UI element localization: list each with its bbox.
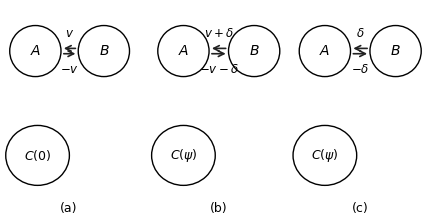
Text: $C(0)$: $C(0)$ bbox=[24, 148, 51, 163]
Text: $-v$: $-v$ bbox=[60, 63, 79, 76]
Text: $-v - \delta$: $-v - \delta$ bbox=[199, 63, 239, 76]
Text: $v$: $v$ bbox=[65, 26, 74, 40]
Ellipse shape bbox=[299, 26, 351, 77]
Text: $B$: $B$ bbox=[390, 44, 401, 58]
Text: $A$: $A$ bbox=[319, 44, 331, 58]
Text: (a): (a) bbox=[60, 202, 77, 215]
Text: $v + \delta$: $v + \delta$ bbox=[204, 26, 234, 40]
Ellipse shape bbox=[78, 26, 130, 77]
Text: $B$: $B$ bbox=[99, 44, 109, 58]
Text: $A$: $A$ bbox=[30, 44, 41, 58]
Ellipse shape bbox=[10, 26, 61, 77]
Ellipse shape bbox=[6, 125, 69, 185]
Text: $-\delta$: $-\delta$ bbox=[351, 63, 370, 76]
Ellipse shape bbox=[158, 26, 209, 77]
Ellipse shape bbox=[152, 125, 215, 185]
Text: (b): (b) bbox=[210, 202, 228, 215]
Text: $A$: $A$ bbox=[178, 44, 189, 58]
Ellipse shape bbox=[229, 26, 280, 77]
Text: $C(\psi)$: $C(\psi)$ bbox=[311, 147, 339, 164]
Ellipse shape bbox=[293, 125, 357, 185]
Text: $\delta$: $\delta$ bbox=[356, 26, 365, 40]
Text: $B$: $B$ bbox=[249, 44, 259, 58]
Text: (c): (c) bbox=[352, 202, 369, 215]
Ellipse shape bbox=[370, 26, 421, 77]
Text: $C(\psi)$: $C(\psi)$ bbox=[170, 147, 197, 164]
